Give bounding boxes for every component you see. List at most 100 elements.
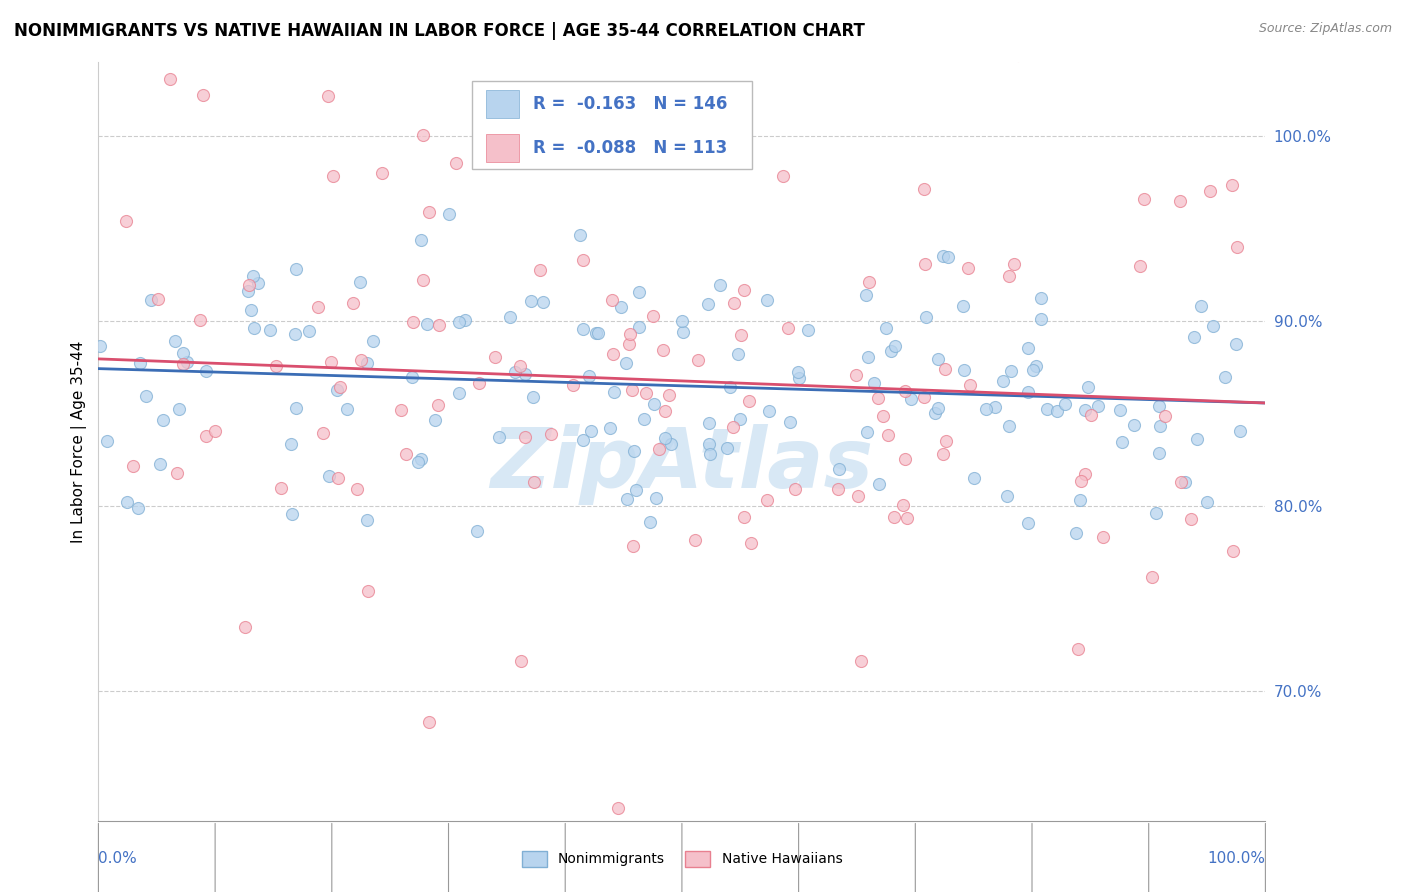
Point <box>401 370 423 384</box>
Point <box>188 313 211 327</box>
Point <box>683 533 706 547</box>
Point <box>284 261 307 276</box>
Point <box>159 72 181 87</box>
Point <box>627 320 650 334</box>
Point <box>336 402 359 417</box>
Point <box>172 346 194 360</box>
Point <box>883 510 905 524</box>
Point <box>997 418 1019 433</box>
Point <box>412 273 434 287</box>
Point <box>418 205 440 219</box>
Text: R =  -0.163   N = 146: R = -0.163 N = 146 <box>533 95 727 113</box>
Point <box>787 365 810 379</box>
Point <box>1144 506 1167 520</box>
Point <box>96 434 118 448</box>
Point <box>959 378 981 392</box>
Point <box>610 300 633 314</box>
Point <box>356 583 378 598</box>
Point <box>447 315 470 329</box>
Point <box>370 166 392 180</box>
Point <box>740 536 762 550</box>
Point <box>167 401 190 416</box>
Point <box>139 293 162 307</box>
Point <box>688 353 710 368</box>
Point <box>935 434 957 448</box>
Point <box>166 466 188 480</box>
Point <box>856 425 879 439</box>
Point <box>115 214 138 228</box>
Point <box>602 384 624 399</box>
Point <box>855 288 877 302</box>
Point <box>488 430 510 444</box>
Point <box>1054 397 1077 411</box>
Point <box>1133 192 1156 206</box>
Point <box>1229 424 1251 438</box>
Point <box>697 437 720 451</box>
Point <box>581 425 603 439</box>
Point <box>346 483 368 497</box>
Point <box>540 427 562 442</box>
Point <box>1189 299 1212 313</box>
Point <box>243 321 266 335</box>
Point <box>416 317 439 331</box>
Point <box>643 397 665 411</box>
Point <box>599 421 621 435</box>
Point <box>927 401 949 415</box>
Point <box>998 269 1021 284</box>
Point <box>915 310 938 324</box>
Point <box>602 293 624 307</box>
Point <box>934 361 956 376</box>
Point <box>571 434 593 448</box>
Point <box>572 252 595 267</box>
Point <box>849 654 872 668</box>
Point <box>152 412 174 426</box>
Point <box>195 364 218 378</box>
Point <box>1036 401 1059 416</box>
Point <box>149 458 172 472</box>
Text: 100.0%: 100.0% <box>1208 851 1265 866</box>
Point <box>644 491 666 505</box>
Point <box>880 343 903 358</box>
Point <box>654 431 676 445</box>
Point <box>924 406 946 420</box>
Point <box>914 256 936 270</box>
Point <box>1149 399 1171 413</box>
Point <box>772 169 794 184</box>
Point <box>1213 370 1236 384</box>
Point <box>1070 474 1092 488</box>
Point <box>896 510 918 524</box>
Point <box>912 390 935 404</box>
Point <box>1220 178 1243 193</box>
Point <box>586 326 609 340</box>
Point <box>585 326 607 341</box>
Point <box>427 318 450 332</box>
Point <box>148 292 170 306</box>
Text: ZipAtlas: ZipAtlas <box>491 424 873 505</box>
Point <box>1122 417 1144 432</box>
Point <box>1031 312 1053 326</box>
Point <box>621 539 644 553</box>
Point <box>531 295 554 310</box>
Point <box>974 402 997 417</box>
Point <box>758 404 780 418</box>
Point <box>863 376 886 391</box>
Point <box>721 420 744 434</box>
Point <box>1091 530 1114 544</box>
Point <box>671 314 693 328</box>
Point <box>638 516 661 530</box>
Point <box>900 392 922 407</box>
Point <box>318 469 340 483</box>
Point <box>426 399 449 413</box>
Point <box>654 404 676 418</box>
Point <box>561 377 583 392</box>
Point <box>519 293 541 308</box>
Point <box>509 359 531 373</box>
Point <box>627 285 650 300</box>
Point <box>1080 408 1102 422</box>
Point <box>529 262 551 277</box>
Point <box>1069 493 1091 508</box>
Point <box>571 322 593 336</box>
Point <box>437 207 460 221</box>
Point <box>165 334 187 349</box>
Point <box>858 275 880 289</box>
